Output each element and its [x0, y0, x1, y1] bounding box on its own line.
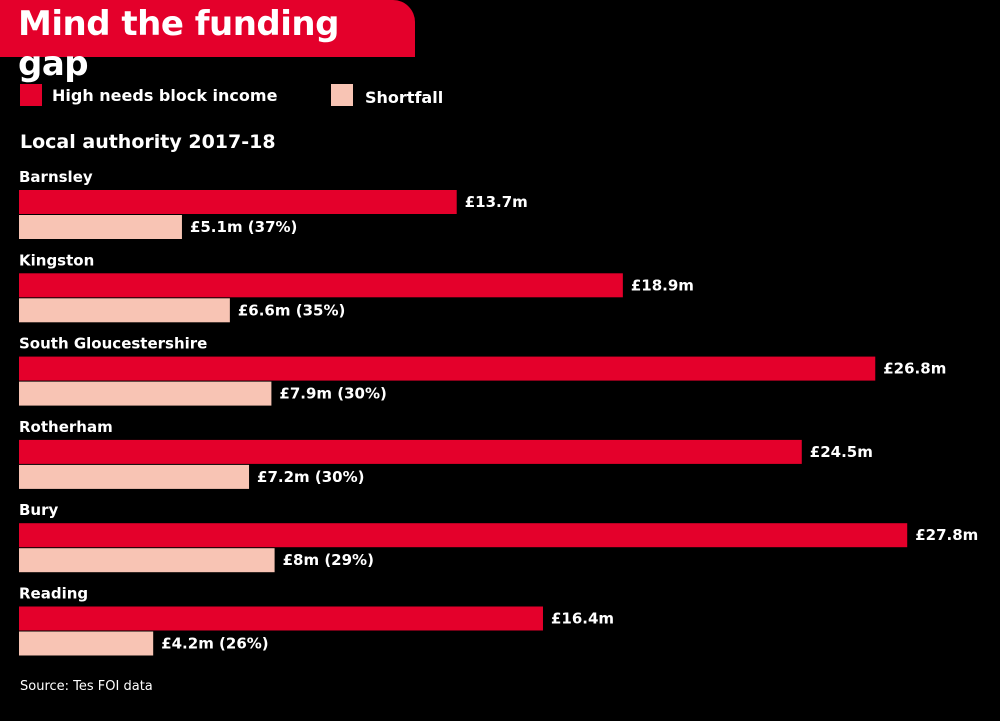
- legend-swatch-income: [20, 84, 42, 106]
- data-label: £24.5m: [810, 443, 873, 461]
- chart-subtitle: Local authority 2017-18: [20, 131, 276, 153]
- data-label: £5.1m (37%): [190, 218, 297, 236]
- income-bar: [19, 606, 543, 631]
- legend-label-income: High needs block income: [52, 86, 278, 105]
- income-bar: [19, 439, 802, 464]
- data-label: £8m (29%): [283, 551, 374, 569]
- data-label: £6.6m (35%): [238, 301, 345, 319]
- legend-label-shortfall: Shortfall: [365, 88, 444, 107]
- income-bar: [19, 523, 908, 548]
- category-label: Reading: [19, 585, 88, 603]
- data-label: £26.8m: [883, 360, 946, 378]
- category-label: Kingston: [19, 251, 94, 269]
- data-label: £7.2m (30%): [257, 468, 364, 486]
- data-label: £13.7m: [465, 193, 528, 211]
- shortfall-bar: [19, 631, 154, 656]
- category-label: Rotherham: [19, 418, 113, 436]
- category-label: Barnsley: [19, 168, 93, 186]
- data-label: £4.2m (26%): [161, 635, 268, 653]
- category-label: Bury: [19, 501, 59, 519]
- shortfall-bar: [19, 298, 230, 323]
- income-bar: [19, 190, 457, 214]
- income-bar: [19, 273, 623, 298]
- shortfall-bar: [19, 215, 182, 239]
- legend-swatch-shortfall: [331, 84, 353, 106]
- chart-title: Mind the funding gap: [18, 4, 339, 84]
- title-banner: Mind the funding gap: [0, 0, 415, 84]
- data-label: £27.8m: [915, 526, 978, 544]
- shortfall-bar: [19, 464, 250, 489]
- shortfall-bar: [19, 548, 275, 573]
- shortfall-bar: [19, 381, 272, 406]
- income-bar: [19, 356, 876, 381]
- category-label: South Gloucestershire: [19, 335, 207, 353]
- data-label: £18.9m: [631, 276, 694, 294]
- source-note: Source: Tes FOI data: [20, 679, 153, 694]
- data-label: £16.4m: [551, 610, 614, 628]
- data-label: £7.9m (30%): [279, 385, 386, 403]
